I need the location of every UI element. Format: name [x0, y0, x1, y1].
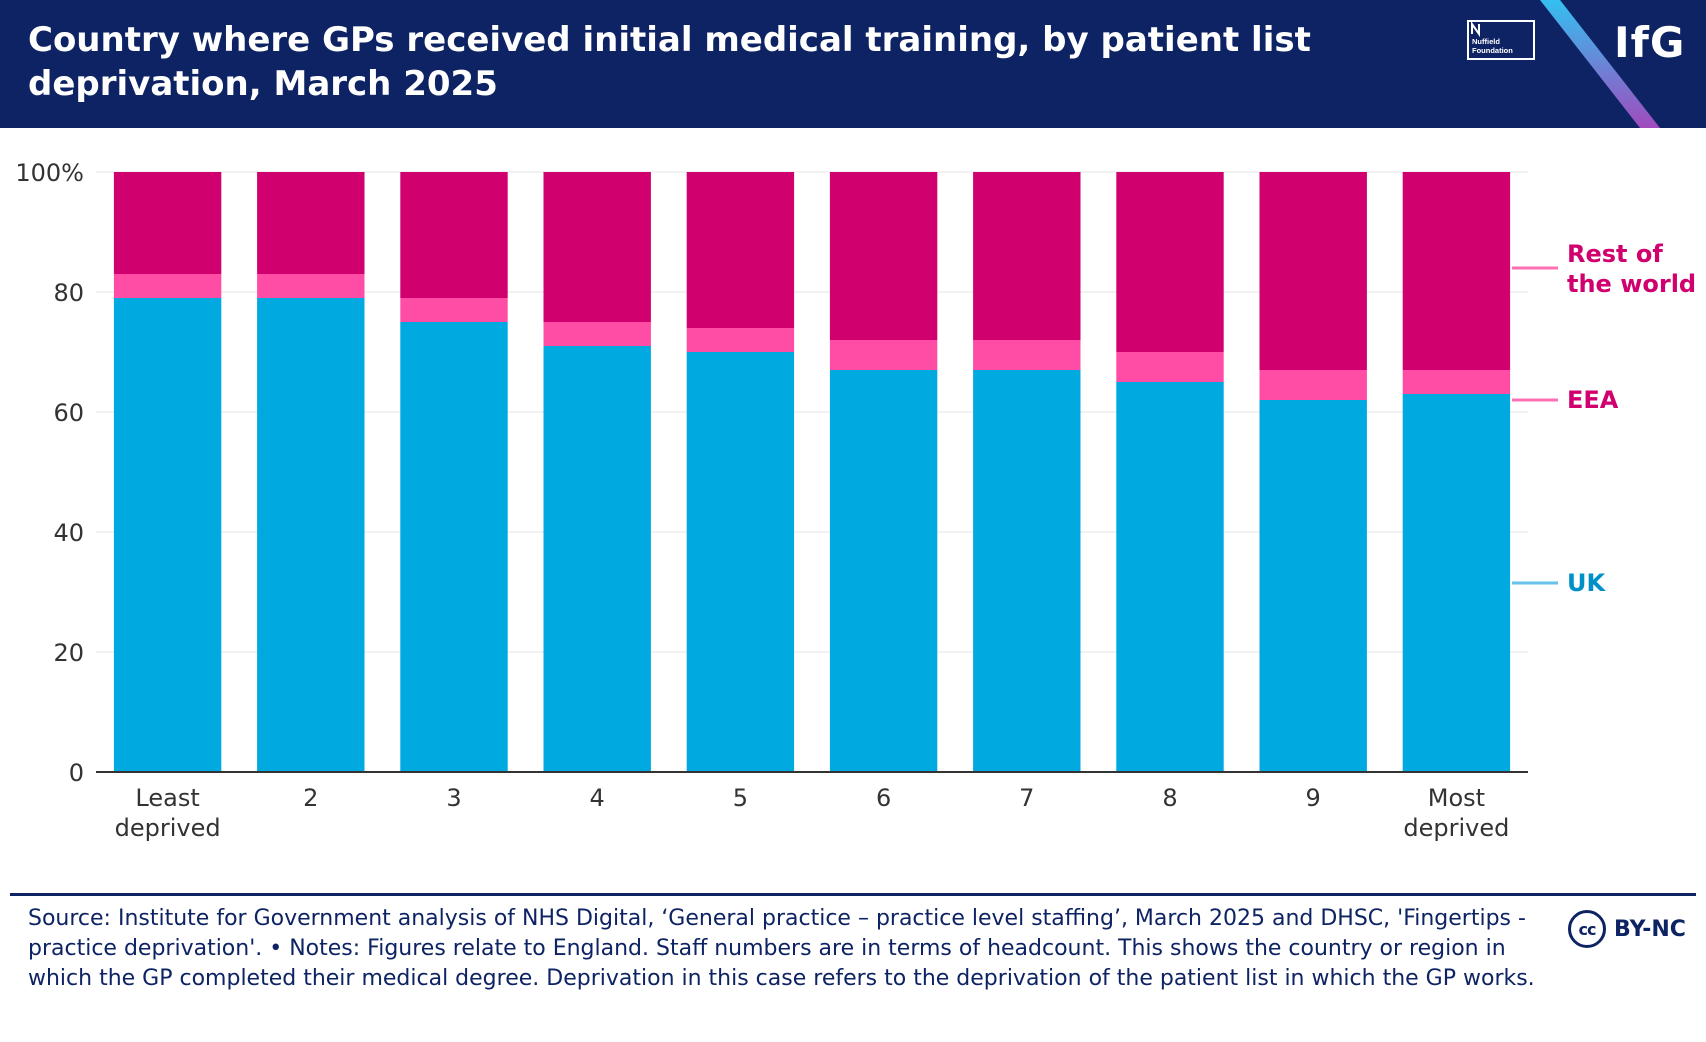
legend-label: UK	[1567, 569, 1606, 597]
stacked-bar-chart: 100% 80 60 40 20 0 Least deprived 2 3 4 5 6 7 8 9 Most de…	[15, 159, 1696, 842]
y-tick-label: 20	[53, 639, 84, 667]
y-tick-label: 100%	[15, 159, 84, 187]
x-tick-label: Least deprived	[115, 784, 221, 842]
bar-segment-uk	[400, 322, 508, 772]
bar-segment-uk	[113, 298, 222, 772]
bar-segment-eea	[400, 298, 508, 322]
legend-label: EEA	[1567, 386, 1619, 414]
bar-segment-uk	[1259, 400, 1367, 772]
bar-segment-eea	[686, 328, 795, 352]
bar-segment-rest-of-the-world	[400, 172, 508, 298]
bar-segment-rest-of-the-world	[1116, 172, 1224, 352]
bar-segment-eea	[113, 274, 222, 298]
x-tick-label: 6	[876, 784, 891, 812]
bar-segment-uk	[1116, 382, 1224, 772]
header-stripe-decoration	[1540, 0, 1660, 128]
bar-segment-rest-of-the-world	[113, 172, 222, 274]
x-tick-label: 5	[733, 784, 748, 812]
y-tick-label: 0	[69, 759, 84, 787]
bar-segment-uk	[973, 370, 1081, 772]
bar-segment-uk	[257, 298, 365, 772]
bar-segment-uk	[1402, 394, 1511, 772]
y-tick-label: 60	[53, 399, 84, 427]
chart-title: Country where GPs received initial medic…	[28, 20, 1311, 104]
nuffield-logo-word-2: Foundation	[1472, 46, 1513, 55]
bar-segment-eea	[829, 340, 938, 370]
legend-label: Rest of the world	[1567, 240, 1696, 298]
bar-segment-eea	[1402, 370, 1511, 394]
header-banner: Country where GPs received initial medic…	[0, 0, 1706, 128]
bar-segment-rest-of-the-world	[257, 172, 365, 274]
bar-segment-eea	[543, 322, 651, 346]
creative-commons-icon: cc	[1568, 910, 1606, 948]
bar-segment-rest-of-the-world	[543, 172, 651, 322]
x-tick-label: 7	[1019, 784, 1034, 812]
ifg-logo: IfG	[1614, 18, 1686, 67]
bar-segment-uk	[829, 370, 938, 772]
bar-segment-rest-of-the-world	[1402, 172, 1511, 370]
bar-segment-eea	[257, 274, 365, 298]
x-tick-label: 8	[1162, 784, 1177, 812]
x-tick-label: 4	[590, 784, 605, 812]
footer-divider	[10, 893, 1696, 896]
license-badge: cc BY-NC	[1568, 910, 1686, 948]
bar-segment-rest-of-the-world	[686, 172, 795, 328]
nuffield-foundation-logo: Nuffield Foundation	[1467, 20, 1535, 60]
nuffield-logo-word-1: Nuffield	[1472, 37, 1500, 46]
bar-segment-eea	[1259, 370, 1367, 400]
x-tick-label: 2	[303, 784, 318, 812]
bar-segment-uk	[543, 346, 651, 772]
source-notes: Source: Institute for Government analysi…	[28, 906, 1535, 991]
bar-segment-uk	[686, 352, 795, 772]
bar-segment-eea	[1116, 352, 1224, 382]
x-tick-label: 9	[1306, 784, 1321, 812]
bar-segment-eea	[973, 340, 1081, 370]
y-tick-label: 40	[53, 519, 84, 547]
bar-segment-rest-of-the-world	[1259, 172, 1367, 370]
license-label: BY-NC	[1614, 916, 1686, 942]
bar-segment-rest-of-the-world	[829, 172, 938, 340]
x-tick-label: 3	[446, 784, 461, 812]
x-tick-label: Most deprived	[1403, 784, 1509, 842]
bar-segment-rest-of-the-world	[973, 172, 1081, 340]
y-tick-label: 80	[53, 279, 84, 307]
